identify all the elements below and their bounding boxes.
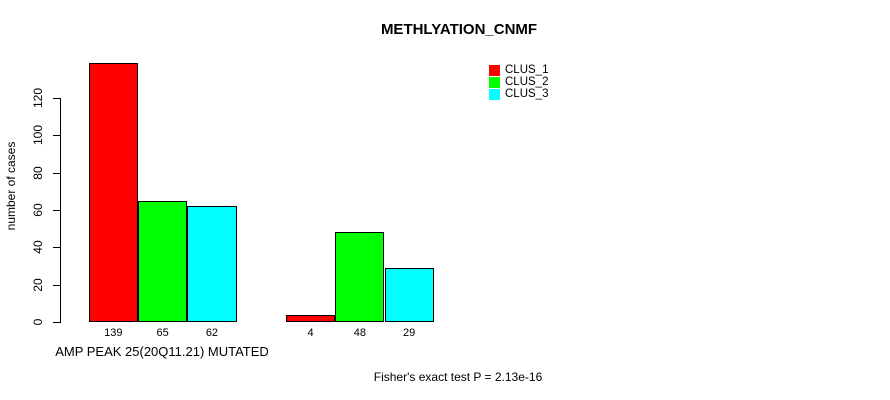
y-tick — [53, 322, 60, 323]
legend-label: CLUS_2 — [505, 76, 549, 88]
bar — [285, 314, 336, 322]
legend-label: CLUS_1 — [505, 64, 549, 76]
y-tick-label: 80 — [31, 165, 45, 180]
y-tick — [53, 135, 60, 137]
bar-value-label: 48 — [353, 327, 366, 339]
y-tick-label: 40 — [31, 240, 45, 255]
chart-title: METHLYATION_CNMF — [380, 21, 538, 38]
y-tick-label: 100 — [31, 125, 45, 146]
fisher-test-annotation: Fisher's exact test P = 2.13e-16 — [373, 370, 543, 384]
bar — [384, 267, 434, 322]
legend-swatch — [489, 65, 500, 76]
bar-value-label: 139 — [104, 327, 123, 339]
legend-label: CLUS_3 — [505, 88, 549, 100]
bar — [335, 232, 385, 322]
y-tick-label: 20 — [31, 277, 45, 292]
bar-value-label: 65 — [156, 327, 169, 339]
y-tick — [53, 284, 60, 286]
y-tick-label: 0 — [31, 318, 45, 326]
bar — [187, 206, 237, 322]
y-tick-label: 60 — [31, 203, 45, 217]
y-tick — [53, 98, 60, 99]
y-axis-line — [60, 98, 61, 323]
bar-value-label: 62 — [205, 327, 219, 339]
bar — [88, 62, 138, 322]
legend-swatch — [489, 77, 500, 88]
bar-value-label: 29 — [403, 327, 416, 339]
y-axis-label: number of cases — [4, 141, 18, 231]
y-tick — [53, 172, 60, 174]
x-axis-label: AMP PEAK 25(20Q11.21) MUTATED — [55, 344, 269, 359]
legend-swatch — [489, 89, 500, 100]
bar — [138, 200, 188, 322]
y-tick — [53, 247, 60, 249]
y-tick — [53, 210, 60, 211]
bar-value-label: 4 — [307, 327, 314, 339]
y-tick-label: 120 — [31, 87, 45, 109]
